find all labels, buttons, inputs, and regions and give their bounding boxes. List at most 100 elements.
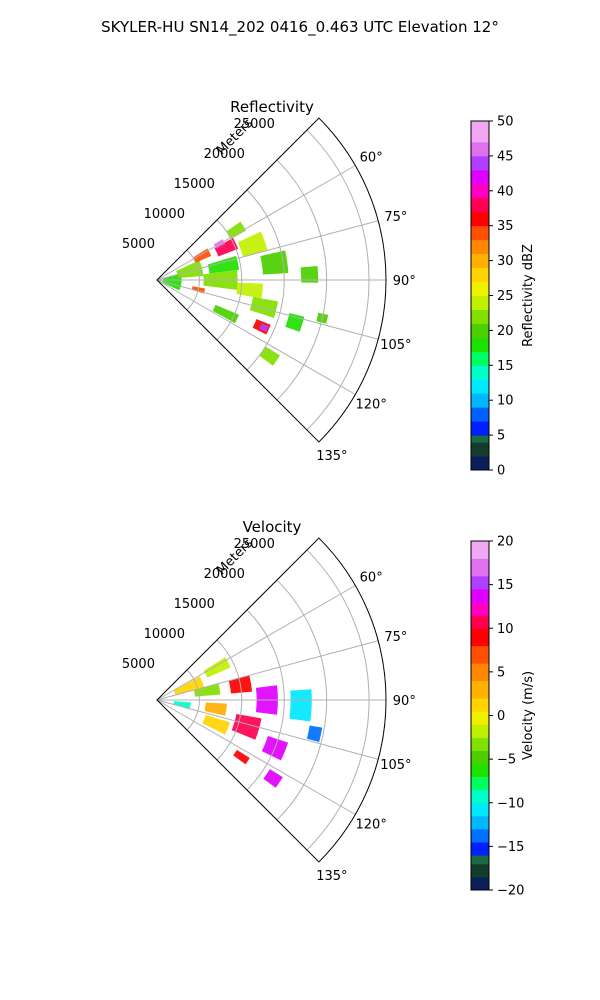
velocity-colorbar-tick-label: −15 bbox=[497, 840, 524, 855]
reflectivity-echo bbox=[214, 237, 239, 257]
velocity-colorbar-segment bbox=[471, 750, 489, 764]
reflectivity-echo bbox=[249, 296, 279, 319]
reflectivity-echo bbox=[226, 221, 247, 239]
velocity-echo bbox=[233, 749, 250, 765]
reflectivity-colorbar-segment bbox=[471, 197, 489, 213]
velocity-colorbar-segment bbox=[471, 737, 489, 751]
reflectivity-echo bbox=[285, 313, 305, 332]
velocity-colorbar-segment bbox=[471, 802, 489, 817]
velocity-echo bbox=[263, 769, 283, 788]
velocity-colorbar-tick-label: −10 bbox=[497, 796, 524, 811]
reflectivity-colorbar-tick-label: 15 bbox=[497, 359, 514, 374]
reflectivity-colorbar-tick-label: 5 bbox=[497, 429, 505, 444]
velocity-colorbar-segment bbox=[471, 855, 489, 865]
reflectivity-azimuth-line bbox=[156, 279, 379, 340]
reflectivity-azimuth-tick-label: 90° bbox=[393, 274, 416, 289]
reflectivity-azimuth-tick-label: 60° bbox=[360, 150, 383, 165]
reflectivity-sector-frame bbox=[156, 117, 387, 443]
reflectivity-echo bbox=[300, 265, 319, 283]
velocity-colorbar-segment bbox=[471, 789, 489, 804]
velocity-colorbar-tick-label: −20 bbox=[497, 884, 524, 899]
velocity-colorbar-segment bbox=[471, 558, 489, 577]
velocity-range-tick-label: 5000 bbox=[122, 657, 155, 672]
reflectivity-colorbar-segment bbox=[471, 337, 489, 352]
reflectivity-range-tick-label: 5000 bbox=[122, 237, 155, 252]
reflectivity-echo bbox=[259, 346, 280, 366]
reflectivity-colorbar-tick-label: 20 bbox=[497, 324, 514, 339]
reflectivity-range-tick-label: 10000 bbox=[144, 207, 185, 222]
reflectivity-range-tick-label: 25000 bbox=[234, 117, 275, 132]
velocity-colorbar-segment bbox=[471, 763, 489, 778]
reflectivity-colorbar-label: Reflectivity dBZ bbox=[521, 244, 536, 347]
radar-panels: Reflectivity500010000150002000025000Mete… bbox=[122, 98, 536, 899]
reflectivity-colorbar-segment bbox=[471, 141, 489, 157]
velocity-colorbar-label: Velocity (m/s) bbox=[521, 671, 536, 760]
reflectivity-colorbar-segment bbox=[471, 351, 489, 366]
velocity-title: Velocity bbox=[243, 518, 302, 536]
velocity-azimuth-tick-label: 60° bbox=[360, 570, 383, 585]
velocity-colorbar-tick-label: 0 bbox=[497, 709, 505, 724]
velocity-echo bbox=[204, 702, 227, 716]
reflectivity-colorbar-tick-label: 10 bbox=[497, 394, 514, 409]
velocity-colorbar-tick-label: −5 bbox=[497, 753, 516, 768]
velocity-range-tick-label: 15000 bbox=[174, 597, 215, 612]
velocity-range-tick-label: 10000 bbox=[144, 627, 185, 642]
velocity-sector-frame bbox=[156, 537, 387, 863]
velocity-colorbar-tick-label: 15 bbox=[497, 578, 514, 593]
velocity-echo bbox=[203, 657, 231, 678]
velocity-colorbar-segment bbox=[471, 602, 489, 616]
velocity-colorbar-segment bbox=[471, 588, 489, 603]
velocity-colorbar-segment bbox=[471, 863, 489, 878]
velocity-echo bbox=[173, 676, 205, 696]
reflectivity-colorbar-segment bbox=[471, 253, 489, 269]
reflectivity-colorbar-tick-label: 50 bbox=[497, 115, 514, 130]
velocity-echo bbox=[193, 683, 221, 697]
reflectivity-colorbar-segment bbox=[471, 323, 489, 338]
reflectivity-echo bbox=[259, 323, 269, 333]
reflectivity-colorbar-tick-label: 35 bbox=[497, 219, 514, 234]
reflectivity-colorbar-tick-label: 0 bbox=[497, 464, 505, 479]
reflectivity-colorbar-segment bbox=[471, 435, 489, 443]
velocity-colorbar-segment bbox=[471, 711, 489, 725]
reflectivity-colorbar-tick-label: 45 bbox=[497, 149, 514, 164]
velocity-azimuth-tick-label: 120° bbox=[356, 818, 387, 833]
velocity-range-tick-label: 20000 bbox=[204, 567, 245, 582]
velocity-echo bbox=[289, 689, 312, 722]
reflectivity-colorbar-segment bbox=[471, 407, 489, 422]
velocity-colorbar-segment bbox=[471, 876, 489, 891]
velocity-echo bbox=[306, 725, 323, 742]
reflectivity-azimuth-tick-label: 120° bbox=[356, 398, 387, 413]
velocity-colorbar-segment bbox=[471, 575, 489, 590]
reflectivity-colorbar-segment bbox=[471, 183, 489, 199]
reflectivity-panel: Reflectivity500010000150002000025000Mete… bbox=[122, 98, 536, 479]
reflectivity-colorbar-segment bbox=[471, 365, 489, 380]
reflectivity-colorbar-tick-label: 25 bbox=[497, 289, 514, 304]
reflectivity-colorbar-segment bbox=[471, 295, 489, 310]
velocity-colorbar-tick-label: 10 bbox=[497, 622, 514, 637]
velocity-colorbar-segment bbox=[471, 541, 489, 559]
reflectivity-colorbar-segment bbox=[471, 239, 489, 255]
reflectivity-colorbar-segment bbox=[471, 442, 489, 457]
reflectivity-range-tick-label: 15000 bbox=[174, 177, 215, 192]
reflectivity-echo bbox=[237, 231, 268, 257]
velocity-range-tick-label: 25000 bbox=[234, 537, 275, 552]
reflectivity-echo bbox=[236, 282, 263, 299]
reflectivity-colorbar-segment bbox=[471, 169, 489, 185]
velocity-colorbar-tick-label: 20 bbox=[497, 535, 514, 550]
reflectivity-echo bbox=[260, 250, 289, 275]
reflectivity-colorbar-segment bbox=[471, 421, 489, 436]
reflectivity-colorbar-tick-label: 30 bbox=[497, 254, 514, 269]
velocity-colorbar-segment bbox=[471, 724, 489, 738]
figure-title: SKYLER-HU SN14_202 0416_0.463 UTC Elevat… bbox=[101, 18, 499, 37]
reflectivity-echo bbox=[162, 273, 182, 291]
velocity-colorbar-segment bbox=[471, 776, 489, 791]
velocity-azimuth-line bbox=[156, 699, 356, 815]
velocity-colorbar-segment bbox=[471, 828, 489, 843]
reflectivity-azimuth-tick-label: 135° bbox=[316, 449, 347, 464]
velocity-echo bbox=[173, 701, 191, 710]
reflectivity-colorbar-segment bbox=[471, 155, 489, 171]
velocity-colorbar-segment bbox=[471, 615, 489, 629]
reflectivity-colorbar-segment bbox=[471, 211, 489, 227]
velocity-colorbar-segment bbox=[471, 815, 489, 830]
